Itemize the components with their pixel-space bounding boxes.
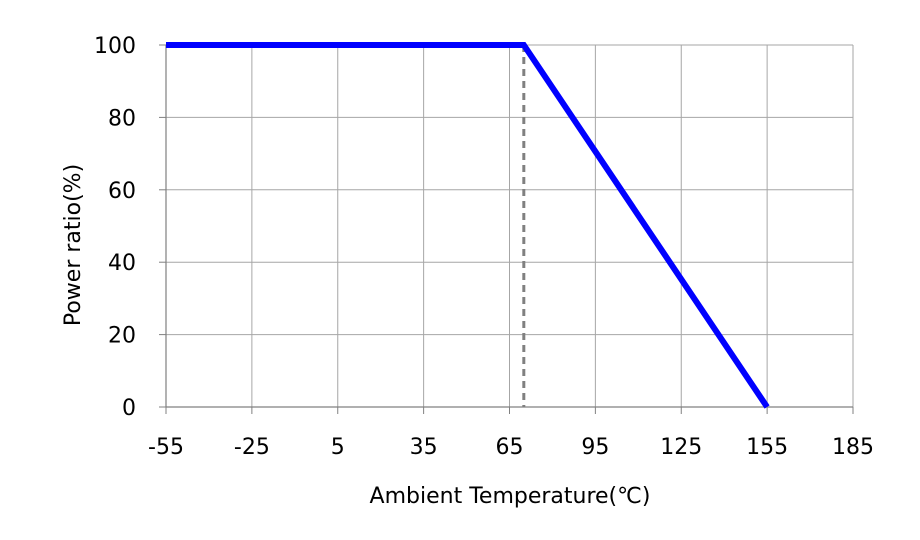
y-tick-labels: 0 20 40 60 80 100: [94, 34, 136, 421]
y-tick-label: 80: [108, 106, 136, 131]
x-tick-label: 155: [746, 435, 788, 460]
x-tick-label: 5: [331, 435, 345, 460]
x-tick-label: 95: [581, 435, 609, 460]
series-line-0: [166, 45, 767, 407]
series-layer: [166, 45, 767, 407]
x-tick-label: 35: [410, 435, 438, 460]
grid-layer: [159, 45, 853, 414]
y-axis-title: Power ratio(%): [61, 164, 86, 326]
x-tick-label: 185: [832, 435, 874, 460]
y-tick-label: 0: [122, 396, 136, 421]
y-tick-label: 60: [108, 179, 136, 204]
x-tick-label: -25: [234, 435, 270, 460]
y-tick-label: 20: [108, 324, 136, 349]
y-tick-label: 40: [108, 251, 136, 276]
y-tick-label: 100: [94, 34, 136, 59]
x-tick-labels: -55 -25 5 35 65 95 125 155 185: [148, 435, 874, 460]
x-tick-label: 125: [660, 435, 702, 460]
x-tick-label: 65: [496, 435, 524, 460]
x-axis-title: Ambient Temperature(℃): [370, 484, 651, 509]
x-tick-label: -55: [148, 435, 184, 460]
